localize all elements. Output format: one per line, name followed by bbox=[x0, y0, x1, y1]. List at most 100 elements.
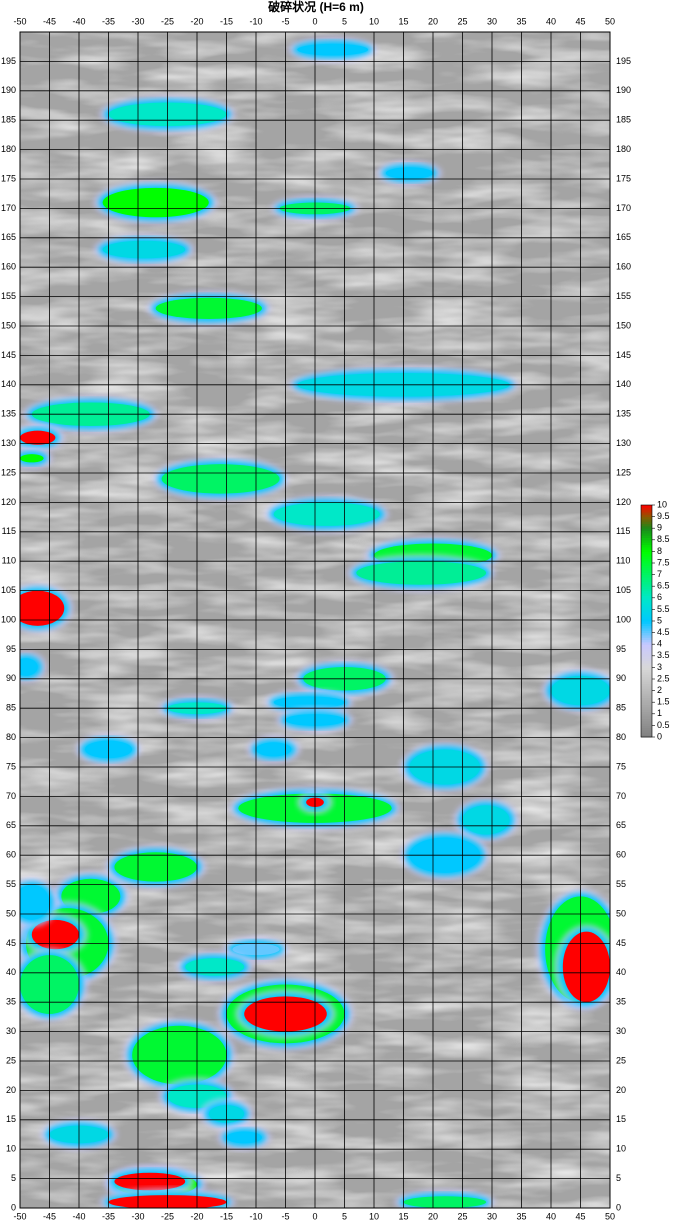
x-tick-label: 5 bbox=[342, 16, 347, 26]
colorbar-cell bbox=[641, 546, 652, 550]
y-tick-label: 160 bbox=[1, 262, 16, 272]
colorbar-tick-label: 5 bbox=[657, 615, 662, 625]
x-tick-label: 15 bbox=[398, 16, 408, 26]
y-tick-label: 155 bbox=[1, 291, 16, 301]
colorbar-cell bbox=[641, 569, 652, 573]
y-tick-label: 145 bbox=[616, 350, 631, 360]
colorbar-cell bbox=[641, 630, 652, 634]
colorbar-tick-label: 3 bbox=[657, 662, 662, 672]
y-tick-label: 60 bbox=[6, 850, 16, 860]
y-tick-label: 10 bbox=[6, 1144, 16, 1154]
blob bbox=[462, 805, 510, 835]
colorbar-cell bbox=[641, 530, 652, 534]
colorbar-cell bbox=[641, 627, 652, 631]
x-tick-label: -25 bbox=[161, 16, 174, 26]
colorbar-tick-label: 5.5 bbox=[657, 604, 670, 614]
y-tick-label: 105 bbox=[616, 585, 631, 595]
colorbar-tick-label: 0 bbox=[657, 731, 662, 741]
blob bbox=[256, 742, 292, 757]
y-tick-label: 125 bbox=[616, 467, 631, 477]
colorbar-cell bbox=[641, 537, 652, 541]
x-tick-label: -20 bbox=[190, 1211, 203, 1221]
y-tick-label: 195 bbox=[1, 56, 16, 66]
colorbar-cell bbox=[641, 662, 652, 666]
y-tick-label: 175 bbox=[1, 173, 16, 183]
x-tick-label: 20 bbox=[428, 1211, 438, 1221]
y-tick-label: 0 bbox=[616, 1202, 621, 1212]
plot-frame bbox=[19, 31, 611, 1209]
y-tick-label: 35 bbox=[6, 997, 16, 1007]
y-tick-label: 85 bbox=[616, 703, 626, 713]
y-tick-label: 50 bbox=[6, 908, 16, 918]
y-tick-label: 180 bbox=[1, 144, 16, 154]
colorbar-cell bbox=[641, 725, 652, 729]
blob bbox=[297, 43, 369, 56]
x-tick-label: 50 bbox=[605, 16, 615, 26]
x-tick-label: -25 bbox=[161, 1211, 174, 1221]
x-tick-label: 45 bbox=[575, 1211, 585, 1221]
colorbar-cell bbox=[641, 641, 652, 645]
y-tick-label: 35 bbox=[616, 997, 626, 1007]
y-tick-label: 100 bbox=[1, 614, 16, 624]
colorbar-tick-label: 1 bbox=[657, 708, 662, 718]
colorbar-tick-label: 10 bbox=[657, 499, 667, 509]
y-tick-label: 75 bbox=[6, 761, 16, 771]
y-tick-label: 20 bbox=[6, 1085, 16, 1095]
colorbar-cell bbox=[641, 690, 652, 694]
colorbar-cell bbox=[641, 709, 652, 712]
x-tick-label: -30 bbox=[131, 16, 144, 26]
colorbar-tick-label: 4 bbox=[657, 639, 662, 649]
colorbar-cell bbox=[641, 565, 652, 569]
y-tick-label: 45 bbox=[6, 938, 16, 948]
x-tick-label: -5 bbox=[281, 16, 289, 26]
y-tick-label: 75 bbox=[616, 761, 626, 771]
colorbar-cell bbox=[641, 672, 652, 675]
y-tick-label: 80 bbox=[6, 732, 16, 742]
colorbar-cell bbox=[641, 732, 652, 736]
colorbar-tick-label: 7.5 bbox=[657, 557, 670, 567]
y-tick-label: 30 bbox=[6, 1026, 16, 1036]
colorbar-tick-label: 2.5 bbox=[657, 673, 670, 683]
colorbar-cell bbox=[641, 609, 652, 613]
colorbar-cell bbox=[641, 697, 652, 701]
y-tick-label: 185 bbox=[616, 115, 631, 125]
blob bbox=[226, 1131, 262, 1144]
x-tick-label: -10 bbox=[249, 1211, 262, 1221]
colorbar-cell bbox=[641, 579, 652, 583]
y-tick-label: 40 bbox=[616, 967, 626, 977]
blob bbox=[31, 919, 79, 950]
colorbar-cell bbox=[641, 674, 652, 678]
colorbar-cell bbox=[641, 551, 652, 555]
colorbar-cell bbox=[641, 623, 652, 627]
y-tick-label: 175 bbox=[616, 173, 631, 183]
colorbar-cell bbox=[641, 595, 652, 599]
colorbar-cell bbox=[641, 528, 652, 532]
x-tick-label: -35 bbox=[102, 1211, 115, 1221]
y-tick-label: 90 bbox=[616, 673, 626, 683]
y-tick-label: 165 bbox=[1, 232, 16, 242]
colorbar-cell bbox=[641, 716, 652, 719]
colorbar-cell bbox=[641, 667, 652, 671]
y-tick-label: 135 bbox=[616, 409, 631, 419]
y-tick-label: 130 bbox=[1, 438, 16, 448]
x-tick-label: 35 bbox=[516, 16, 526, 26]
y-tick-label: 155 bbox=[616, 291, 631, 301]
colorbar-cell bbox=[641, 567, 652, 571]
colorbar-cell bbox=[641, 688, 652, 692]
colorbar-tick-label: 8.5 bbox=[657, 534, 670, 544]
x-tick-label: -45 bbox=[43, 16, 56, 26]
colorbar-cell bbox=[641, 581, 652, 585]
colorbar-cell bbox=[641, 558, 652, 562]
y-tick-label: 55 bbox=[6, 879, 16, 889]
x-tick-label: -5 bbox=[281, 1211, 289, 1221]
colorbar-cell bbox=[641, 556, 652, 559]
colorbar-cell bbox=[641, 514, 652, 518]
colorbar-cell bbox=[641, 532, 652, 536]
colorbar-cell bbox=[641, 648, 652, 652]
x-tick-label: -15 bbox=[220, 16, 233, 26]
y-tick-label: 25 bbox=[616, 1055, 626, 1065]
colorbar-cell bbox=[641, 669, 652, 673]
x-tick-label: -10 bbox=[249, 16, 262, 26]
colorbar-cell bbox=[641, 505, 652, 508]
colorbar-cell bbox=[641, 607, 652, 610]
